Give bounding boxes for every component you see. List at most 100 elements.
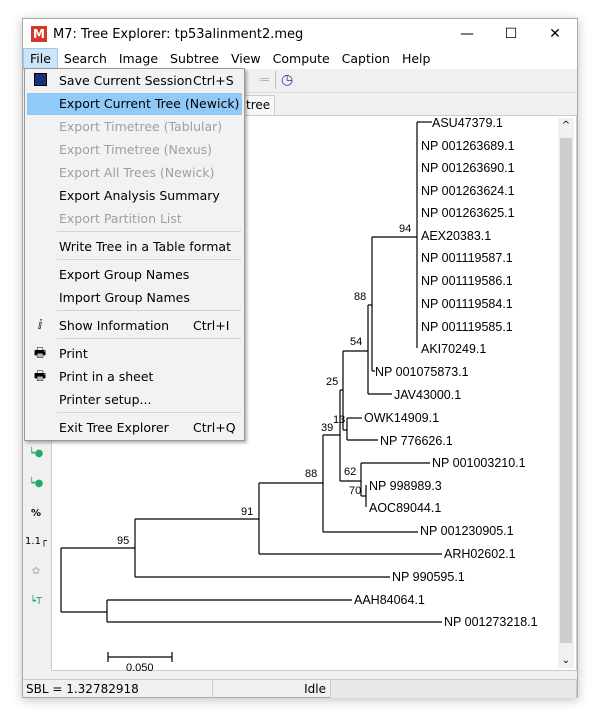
maximize-button[interactable]: ☐ <box>504 26 518 42</box>
menu-bar: File Search Image Subtree View Compute C… <box>23 48 577 70</box>
scroll-up-icon[interactable]: ^ <box>561 120 571 131</box>
menu-separator <box>57 338 241 339</box>
app-icon: M <box>31 26 47 42</box>
vertical-scrollbar[interactable]: ^ ⌄ <box>558 118 574 668</box>
menu-item-label: Printer setup... <box>59 392 152 407</box>
menu-item-label: Export Timetree (Tablular) <box>59 119 223 134</box>
menu-item-label: Print <box>59 346 88 361</box>
close-button[interactable]: ✕ <box>549 26 561 42</box>
scroll-down-icon[interactable]: ⌄ <box>561 655 571 666</box>
timetree-icon[interactable]: ┕T <box>29 596 43 607</box>
menu-item-label: Export Group Names <box>59 267 190 282</box>
menu-compute[interactable]: Compute <box>272 51 330 66</box>
menu-item-export-current-tree-newick[interactable]: Export Current Tree (Newick) <box>27 93 242 115</box>
menu-separator <box>57 310 241 311</box>
menu-item-label: Save Current Session <box>59 73 193 88</box>
taxon-label: OWK14909.1 <box>364 411 439 425</box>
printer-icon: 🖶 <box>33 346 47 361</box>
menu-subtree[interactable]: Subtree <box>170 51 219 66</box>
minimize-button[interactable]: — <box>460 26 474 42</box>
menu-item-show-information[interactable]: ⅈ Show Information Ctrl+I <box>27 315 242 337</box>
menu-image[interactable]: Image <box>118 51 159 66</box>
compress-icon[interactable]: ✿ <box>31 566 41 577</box>
menu-item-label: Export Current Tree (Newick) <box>59 96 240 111</box>
menu-item-label: Exit Tree Explorer <box>59 420 169 435</box>
info-icon: ⅈ <box>37 318 43 333</box>
bootstrap-value: 91 <box>241 506 253 518</box>
taxon-label: NP 001263625.1 <box>421 206 515 220</box>
menu-item-export-timetree-tablular[interactable]: Export Timetree (Tablular) <box>27 116 242 138</box>
status-bar: SBL = 1.32782918 Idle <box>23 679 577 698</box>
menu-item-label: Export All Trees (Newick) <box>59 165 215 180</box>
menu-item-export-partition-list[interactable]: Export Partition List <box>27 208 242 230</box>
progress-area <box>331 680 577 698</box>
taxon-label: NP 001075873.1 <box>375 365 469 379</box>
topology-icon[interactable]: ┕● <box>28 448 44 459</box>
floppy-disk-icon <box>32 73 48 89</box>
menu-item-label: Write Tree in a Table format <box>59 239 231 254</box>
taxon-label: NP 001230905.1 <box>420 524 514 538</box>
clock-icon[interactable]: ◷ <box>281 72 294 88</box>
menu-item-import-group-names[interactable]: Import Group Names <box>27 287 242 309</box>
menu-item-save-current-session[interactable]: Save Current Session Ctrl+S <box>27 70 242 92</box>
taxon-label: AKI70249.1 <box>421 342 486 356</box>
taxon-label: NP 776626.1 <box>380 434 453 448</box>
menu-item-export-timetree-nexus[interactable]: Export Timetree (Nexus) <box>27 139 242 161</box>
window-title: M7: Tree Explorer: tp53alinment2.meg <box>53 26 304 42</box>
branch-values-icon[interactable]: 1.1┌ <box>25 536 47 547</box>
scale-bar-label: 0.050 <box>126 662 154 674</box>
taxon-label: AOC89044.1 <box>369 501 441 515</box>
status-state: Idle <box>213 680 331 698</box>
menu-file[interactable]: File <box>23 48 58 70</box>
printer-icon: 🖶 <box>33 369 47 384</box>
menu-item-print[interactable]: 🖶 Print <box>27 343 242 365</box>
title-bar: M M7: Tree Explorer: tp53alinment2.meg —… <box>23 19 577 49</box>
taxon-label: AAH84064.1 <box>354 593 425 607</box>
menu-item-label: Import Group Names <box>59 290 190 305</box>
menu-item-label: Show Information <box>59 318 170 333</box>
taxon-label: NP 001003210.1 <box>432 456 526 470</box>
menu-item-export-all-trees-newick[interactable]: Export All Trees (Newick) <box>27 162 242 184</box>
menu-item-label: Export Partition List <box>59 211 182 226</box>
scroll-thumb[interactable] <box>560 138 572 643</box>
menu-view[interactable]: View <box>230 51 261 66</box>
menu-separator <box>57 412 241 413</box>
menu-item-exit-tree-explorer[interactable]: Exit Tree Explorer Ctrl+Q <box>27 417 242 439</box>
bootstrap-value: 88 <box>305 468 317 480</box>
menu-caption[interactable]: Caption <box>341 51 390 66</box>
toolbar-divider <box>275 71 276 89</box>
toolbar: ≔ ◷ <box>23 69 577 93</box>
taxon-label: NP 001263624.1 <box>421 184 515 198</box>
menu-search[interactable]: Search <box>63 51 107 66</box>
bootstrap-value: 39 <box>321 422 333 434</box>
taxon-label: NP 001119587.1 <box>421 251 513 265</box>
menu-item-label: Export Timetree (Nexus) <box>59 142 213 157</box>
branch-length-icon[interactable]: ┕● <box>28 478 44 489</box>
menu-item-export-group-names[interactable]: Export Group Names <box>27 264 242 286</box>
bootstrap-value: 62 <box>344 466 356 478</box>
menu-item-write-tree-in-a-table-format[interactable]: Write Tree in a Table format <box>27 236 242 258</box>
taxon-label: NP 001273218.1 <box>444 615 538 629</box>
menu-item-shortcut: Ctrl+S <box>193 73 234 88</box>
menu-item-label: Export Analysis Summary <box>59 188 220 203</box>
taxon-label: NP 001263689.1 <box>421 139 515 153</box>
menu-item-export-analysis-summary[interactable]: Export Analysis Summary <box>27 185 242 207</box>
menu-item-print-in-a-sheet[interactable]: 🖶 Print in a sheet <box>27 366 242 388</box>
menu-help[interactable]: Help <box>401 51 431 66</box>
bootstrap-value: 25 <box>326 376 338 388</box>
percent-icon[interactable]: % <box>30 508 42 519</box>
subtree-tool-icon[interactable]: ≔ <box>259 73 270 86</box>
bootstrap-value: 88 <box>354 291 366 303</box>
menu-item-shortcut: Ctrl+I <box>193 318 230 333</box>
taxon-label: ARH02602.1 <box>444 547 516 561</box>
menu-separator <box>57 259 241 260</box>
taxon-label: JAV43000.1 <box>394 388 461 402</box>
taxon-label: ASU47379.1 <box>432 116 503 130</box>
bootstrap-value: 13 <box>333 414 345 426</box>
bootstrap-value: 95 <box>117 535 129 547</box>
taxon-label: NP 001119584.1 <box>421 297 513 311</box>
taxon-label: AEX20383.1 <box>421 229 491 243</box>
bootstrap-value: 70 <box>349 485 361 497</box>
menu-item-printer-setup[interactable]: Printer setup... <box>27 389 242 411</box>
